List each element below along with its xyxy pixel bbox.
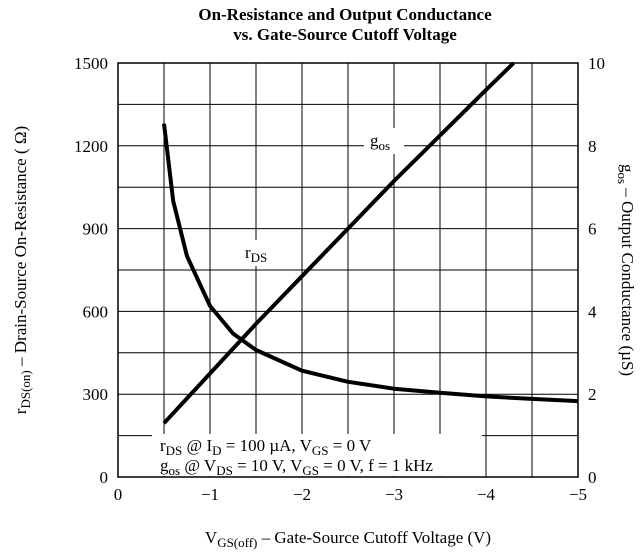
text-part: GS(off) <box>217 535 257 550</box>
series-label-bg <box>364 128 404 154</box>
chart-title: vs. Gate-Source Cutoff Voltage <box>233 25 457 44</box>
text-part: os <box>169 463 181 478</box>
series-label-bg <box>239 240 273 266</box>
x-tick-label: −1 <box>201 485 219 504</box>
x-axis-label: VGS(off) – Gate-Source Cutoff Voltage (V… <box>205 528 491 550</box>
y2-tick-label: 0 <box>588 468 597 487</box>
text-part: = 0 V, f = 1 kHz <box>319 456 433 475</box>
y2-tick-label: 2 <box>588 385 597 404</box>
y-tick-label: 600 <box>83 302 109 321</box>
text-part: – Output Conductance (µS) <box>618 184 637 376</box>
text-part: os <box>379 138 391 153</box>
y-tick-label: 300 <box>83 385 109 404</box>
text-part: @ V <box>180 456 217 475</box>
annotation-bg <box>152 434 482 476</box>
text-part: g <box>160 456 169 475</box>
y-axis-label-group: rDS(on) – Drain-Source On-Resistance ( Ω… <box>11 126 33 414</box>
series-label: rDS <box>245 243 267 265</box>
text-part: DS <box>251 250 268 265</box>
text-part: = 100 µA, V <box>222 436 313 455</box>
text-part: GS <box>312 443 329 458</box>
x-tick-label: −4 <box>477 485 496 504</box>
text-part: DS <box>216 463 233 478</box>
text-part: @ I <box>182 436 212 455</box>
text-part: = 10 V, V <box>233 456 303 475</box>
plot-frame <box>117 62 579 478</box>
text-part: r <box>160 436 166 455</box>
y-tick-label: 0 <box>100 468 109 487</box>
x-tick-label: −3 <box>385 485 403 504</box>
series-label: gos <box>370 131 390 153</box>
y2-axis-label-group: gos – Output Conductance (µS) <box>615 164 637 376</box>
data-line <box>162 123 579 404</box>
x-tick-label: −2 <box>293 485 311 504</box>
y-tick-label: 900 <box>83 220 109 239</box>
chart-title: On-Resistance and Output Conductance <box>198 5 492 24</box>
text-part: = 0 V <box>329 436 373 455</box>
text-part: g <box>370 131 379 150</box>
y-axis-label: rDS(on) – Drain-Source On-Resistance ( Ω… <box>11 126 33 414</box>
y2-tick-label: 10 <box>588 54 605 73</box>
y-tick-label: 1200 <box>74 137 108 156</box>
x-tick-label: 0 <box>114 485 123 504</box>
text-part: DS(on) <box>18 370 33 408</box>
data-line <box>162 61 515 425</box>
text-part: g <box>618 164 637 173</box>
text-part: – Drain-Source On-Resistance ( Ω) <box>11 126 30 370</box>
y2-axis-label: gos – Output Conductance (µS) <box>615 164 637 376</box>
text-part: DS <box>166 443 183 458</box>
text-part: V <box>205 528 218 547</box>
text-part: r <box>11 408 30 414</box>
x-tick-label: −5 <box>569 485 587 504</box>
text-part: r <box>245 243 251 262</box>
text-part: os <box>615 172 630 184</box>
annotation: gos @ VDS = 10 V, VGS = 0 V, f = 1 kHz <box>160 456 433 478</box>
y2-tick-label: 4 <box>588 302 597 321</box>
y-tick-label: 1500 <box>74 54 108 73</box>
text-part: GS <box>302 463 319 478</box>
y2-tick-label: 6 <box>588 220 597 239</box>
text-part: – Gate-Source Cutoff Voltage (V) <box>257 528 491 547</box>
annotation: rDS @ ID = 100 µA, VGS = 0 V <box>160 436 372 458</box>
text-part: D <box>212 443 221 458</box>
y2-tick-label: 8 <box>588 137 597 156</box>
